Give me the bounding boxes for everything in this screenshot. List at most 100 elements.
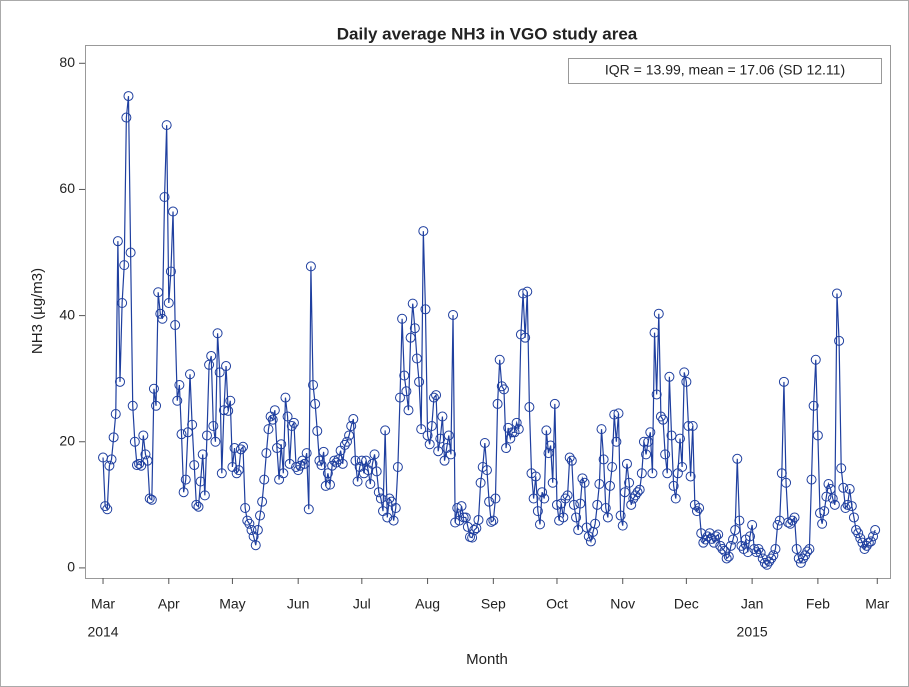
data-point	[216, 468, 227, 479]
data-point	[136, 460, 147, 471]
x-tick-label: Mar	[865, 596, 889, 612]
data-point	[598, 454, 609, 465]
data-point	[106, 454, 117, 465]
data-point	[475, 477, 486, 488]
data-point	[653, 308, 664, 319]
data-point	[549, 398, 560, 409]
data-point	[853, 528, 864, 539]
data-point	[282, 411, 293, 422]
data-point	[668, 480, 679, 491]
data-point	[339, 439, 350, 450]
data-point	[638, 436, 649, 447]
data-point	[320, 480, 331, 491]
data-point	[467, 532, 478, 543]
data-point	[403, 405, 414, 416]
data-point	[352, 476, 363, 487]
data-point	[579, 477, 590, 488]
data-point	[388, 515, 399, 526]
plot-frame	[85, 45, 891, 579]
data-point	[288, 417, 299, 428]
data-point	[155, 308, 166, 319]
data-point	[140, 449, 151, 460]
data-point	[848, 512, 859, 523]
x-tick-year: 2015	[737, 624, 768, 640]
data-point	[246, 525, 257, 536]
data-point	[348, 414, 359, 425]
data-point	[547, 477, 558, 488]
data-point	[439, 455, 450, 466]
data-point	[488, 515, 499, 526]
data-point	[649, 327, 660, 338]
data-point	[127, 400, 138, 411]
data-point	[218, 405, 229, 416]
data-point	[367, 458, 378, 469]
y-tick-label: 80	[59, 54, 75, 70]
data-point	[658, 414, 669, 425]
data-point	[325, 479, 335, 490]
data-point	[172, 395, 183, 406]
data-point	[316, 460, 327, 471]
data-point	[747, 520, 758, 531]
data-point	[600, 502, 611, 513]
data-point	[197, 449, 208, 460]
data-point	[838, 482, 849, 493]
annotation-box	[568, 58, 882, 84]
data-point	[460, 512, 471, 523]
data-point	[823, 479, 834, 490]
data-point	[687, 420, 698, 431]
data-point	[609, 409, 620, 420]
data-point	[778, 376, 789, 387]
data-point	[174, 379, 185, 390]
data-point	[375, 493, 386, 504]
data-point	[448, 309, 459, 320]
x-tick-label: Apr	[158, 596, 180, 612]
data-point	[341, 436, 352, 447]
data-point	[255, 510, 265, 521]
data-point	[293, 465, 304, 476]
data-point	[596, 424, 607, 435]
data-point	[443, 430, 454, 441]
data-point	[568, 499, 579, 510]
data-point	[694, 502, 705, 513]
data-point	[615, 510, 626, 521]
data-point	[670, 493, 681, 504]
data-point	[768, 550, 779, 561]
data-point	[543, 448, 554, 459]
x-axis-label: Month	[466, 651, 508, 668]
data-point	[679, 367, 690, 378]
data-point	[511, 417, 522, 428]
data-point	[261, 448, 272, 459]
data-point	[182, 427, 193, 438]
data-point	[685, 471, 696, 482]
data-point	[607, 461, 618, 472]
data-point	[634, 484, 645, 495]
data-point	[369, 449, 380, 460]
data-point	[675, 433, 685, 444]
data-point	[322, 468, 333, 479]
data-point	[123, 91, 134, 102]
data-point	[821, 491, 832, 502]
data-point	[683, 420, 694, 431]
data-point	[318, 446, 329, 457]
data-point	[791, 543, 802, 554]
data-point	[484, 496, 495, 507]
data-point	[231, 468, 242, 479]
data-point	[812, 430, 823, 441]
data-point	[178, 487, 189, 498]
data-point	[437, 411, 448, 422]
data-point	[225, 395, 236, 406]
data-point	[310, 398, 321, 409]
data-point	[301, 448, 312, 459]
data-point	[305, 261, 316, 272]
data-point	[426, 420, 437, 431]
data-point	[267, 414, 278, 425]
data-point	[664, 371, 675, 382]
data-point	[286, 420, 297, 431]
data-point	[717, 543, 728, 554]
data-point	[395, 392, 405, 403]
data-point	[428, 392, 439, 403]
x-tick-label: Oct	[546, 596, 568, 612]
data-point	[870, 525, 881, 536]
